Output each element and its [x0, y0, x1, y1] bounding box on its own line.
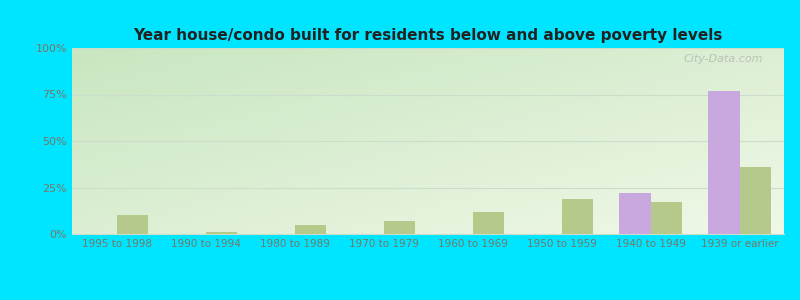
Bar [619, 193, 650, 234]
Bar [117, 215, 148, 234]
Bar [473, 212, 504, 234]
Title: Year house/condo built for residents below and above poverty levels: Year house/condo built for residents bel… [134, 28, 722, 43]
Bar [562, 199, 593, 234]
Bar [206, 232, 237, 234]
Text: City-Data.com: City-Data.com [683, 54, 762, 64]
Bar [294, 225, 326, 234]
Bar [708, 91, 739, 234]
Bar [739, 167, 770, 234]
Bar [383, 221, 414, 234]
Bar [650, 202, 682, 234]
